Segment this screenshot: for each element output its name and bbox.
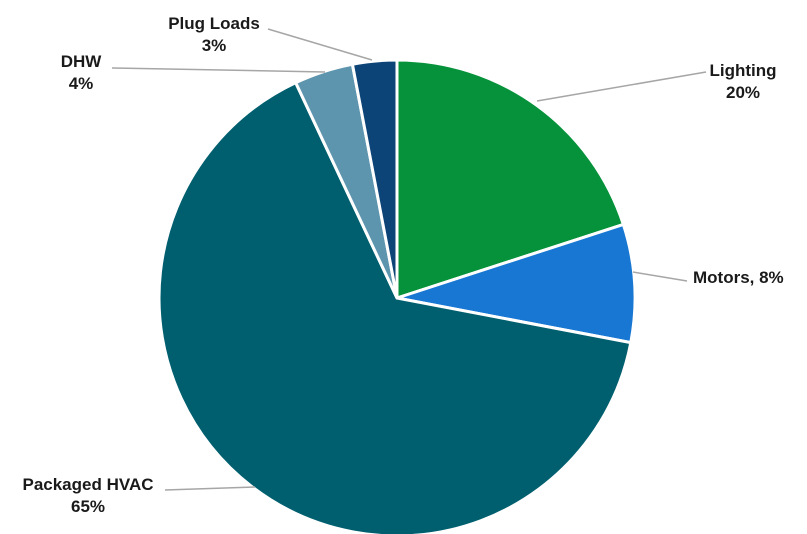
leader-line-motors-8 — [632, 271, 688, 282]
pie-slice-plug-loads — [350, 58, 399, 299]
data-label-dhw: DHW 4% — [61, 52, 103, 93]
leader-line-packaged-hvac — [164, 486, 256, 491]
data-label-category: Packaged HVAC — [22, 475, 153, 494]
data-label-percent: 65% — [71, 497, 105, 516]
data-label-percent: 3% — [202, 36, 227, 55]
data-label-lighting: Lighting 20% — [709, 61, 776, 102]
pie-slices — [157, 58, 637, 534]
data-label-packaged-hvac: Packaged HVAC 65% — [22, 475, 153, 516]
pie-slice-packaged-hvac — [157, 80, 633, 534]
data-label-category: Lighting — [709, 61, 776, 80]
data-label-plug-loads: Plug Loads 3% — [168, 14, 260, 55]
pie-slice-motors-8 — [396, 222, 637, 345]
data-label-motors-8: Motors, 8% — [693, 268, 784, 287]
data-label-percent: 4% — [69, 74, 94, 93]
data-label-category: Plug Loads — [168, 14, 260, 33]
leader-lines — [111, 28, 707, 491]
leader-line-dhw — [111, 67, 326, 73]
data-label-percent: 20% — [726, 83, 760, 102]
data-labels: Lighting 20% Motors, 8% Packaged HVAC 65% DHW… — [22, 14, 783, 516]
leader-line-plug-loads — [267, 28, 373, 61]
data-label-category: DHW — [61, 52, 103, 71]
data-label-category: Motors, 8% — [693, 268, 784, 287]
leader-line-lighting — [536, 71, 707, 102]
pie-slice-lighting — [395, 58, 626, 301]
